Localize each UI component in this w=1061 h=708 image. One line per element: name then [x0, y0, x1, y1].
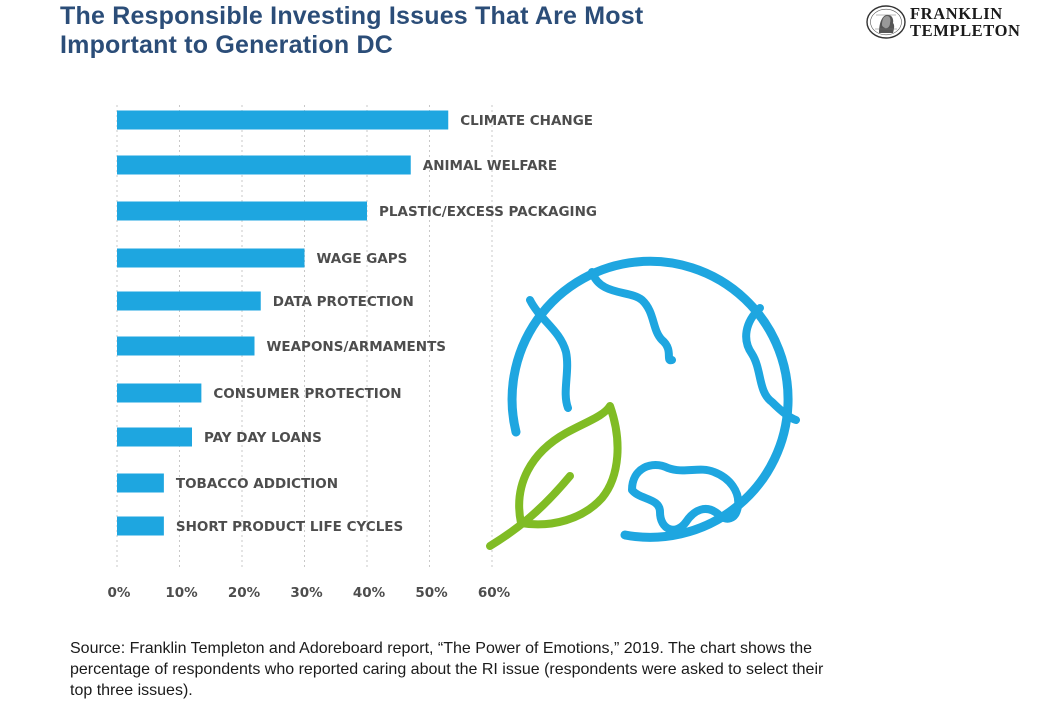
bar [117, 110, 449, 130]
bar [117, 248, 305, 268]
source-note: Source: Franklin Templeton and Adoreboar… [70, 640, 824, 699]
x-tick-label: 20% [228, 585, 261, 601]
franklin-templeton-logo: FRANKLIN TEMPLETON [866, 4, 1041, 40]
bar-label: TOBACCO ADDICTION [176, 476, 338, 492]
franklin-portrait-icon [866, 5, 906, 39]
x-tick-label: 60% [478, 585, 511, 601]
x-axis-ticks: 0% 10% 20% 30% 40% 50% 60% [108, 585, 511, 601]
globe-continent-east [742, 304, 800, 424]
leaf-stem [486, 472, 574, 550]
x-tick-label: 0% [108, 585, 131, 601]
globe-icon [486, 256, 800, 550]
globe-continent-north [588, 268, 676, 365]
bar [117, 155, 411, 175]
bar-label: CLIMATE CHANGE [460, 113, 593, 129]
bar-label: PLASTIC/EXCESS PACKAGING [379, 204, 597, 220]
bar [117, 201, 367, 221]
bar-labels: CLIMATE CHANGE ANIMAL WELFARE PLASTIC/EXCE… [176, 113, 597, 535]
bar-label: CONSUMER PROTECTION [213, 386, 401, 402]
bar [117, 473, 164, 493]
x-tick-label: 50% [415, 585, 448, 601]
bar [117, 291, 261, 311]
bar-label: DATA PROTECTION [273, 294, 414, 310]
bar [117, 427, 192, 447]
bar [117, 516, 164, 536]
bar-label: SHORT PRODUCT LIFE CYCLES [176, 519, 403, 535]
logo-wordmark-line1: FRANKLIN [910, 4, 1003, 23]
chart-title: The Responsible Investing Issues That Ar… [60, 2, 644, 59]
logo-wordmark-line2: TEMPLETON [910, 21, 1021, 40]
bar-label: WEAPONS/ARMAMENTS [267, 339, 447, 355]
globe-continent-west [526, 296, 572, 412]
globe-outline [507, 256, 793, 542]
bar [117, 383, 202, 403]
x-tick-label: 30% [290, 585, 323, 601]
bar-label: ANIMAL WELFARE [423, 158, 557, 174]
globe-continent-south [628, 460, 743, 534]
bar-chart: CLIMATE CHANGE ANIMAL WELFARE PLASTIC/EXCE… [108, 105, 800, 601]
bar [117, 336, 255, 356]
bar-label: WAGE GAPS [317, 251, 408, 267]
bar-label: PAY DAY LOANS [204, 430, 322, 446]
leaf-icon [515, 402, 622, 529]
bars [117, 110, 449, 536]
x-tick-label: 40% [353, 585, 386, 601]
x-tick-label: 10% [165, 585, 198, 601]
